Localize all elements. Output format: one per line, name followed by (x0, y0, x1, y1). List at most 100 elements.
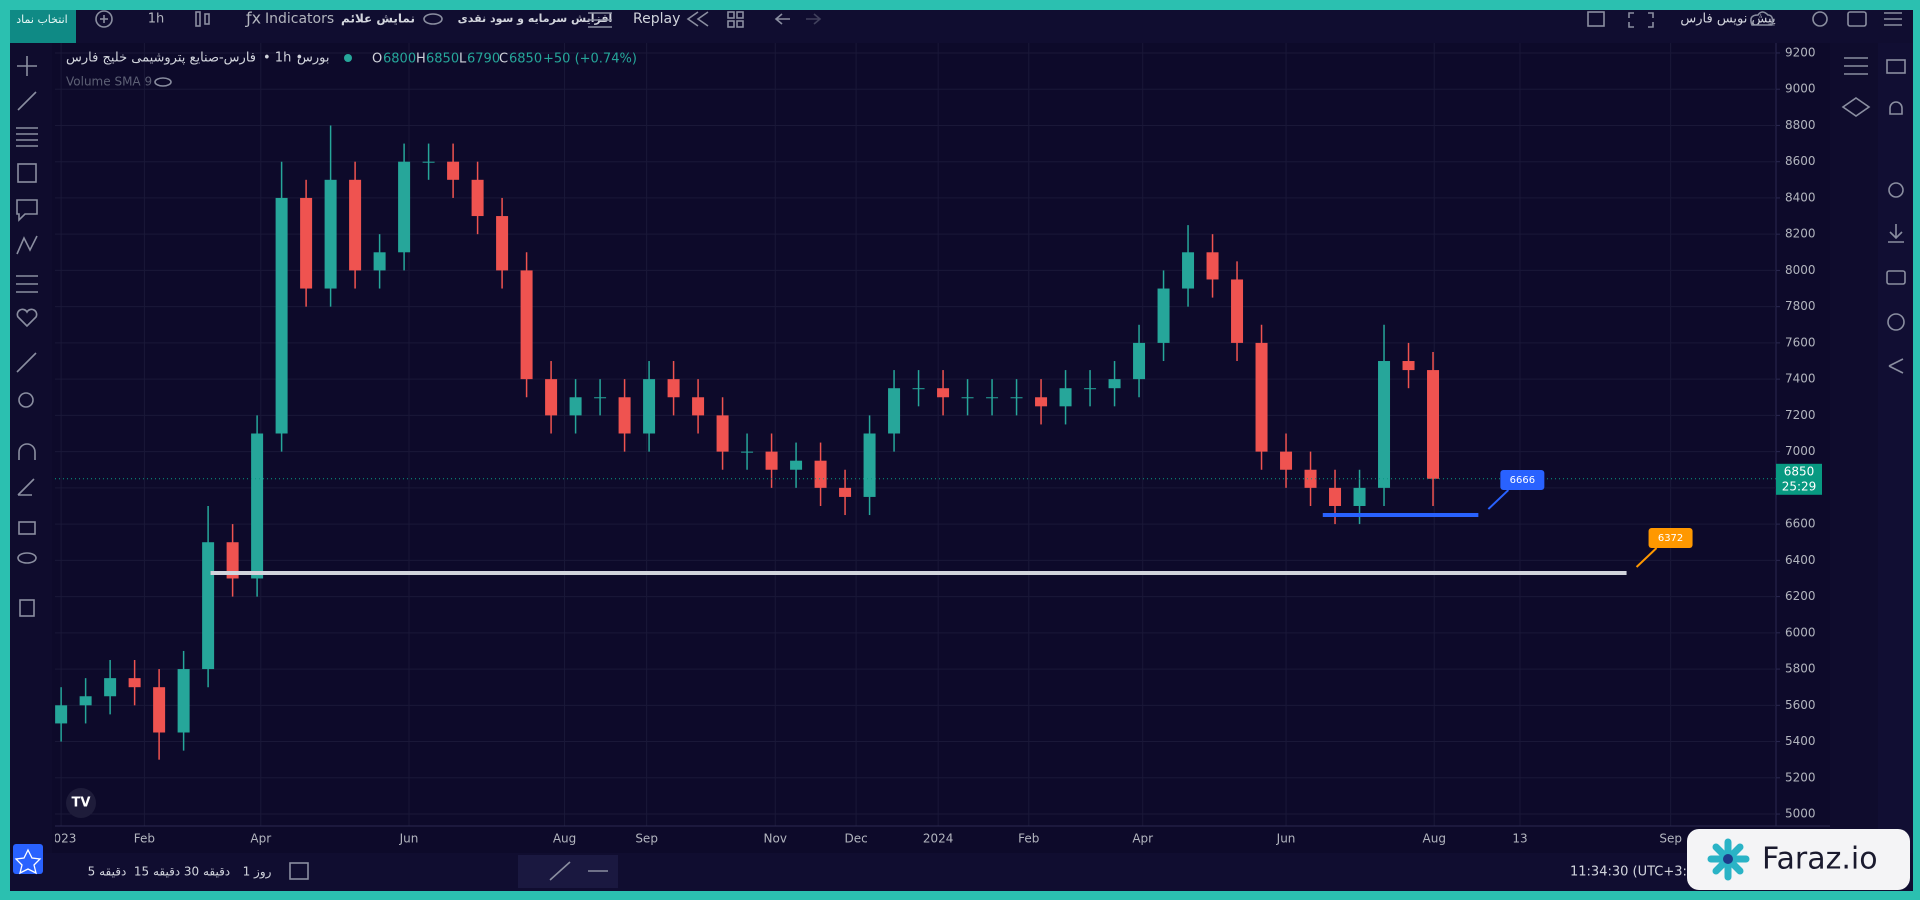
watermark-text: Faraz.io (1762, 842, 1878, 877)
card-icon[interactable] (1886, 270, 1906, 285)
prediction-tool[interactable] (16, 275, 38, 293)
range-button[interactable]: 30 دقیقه (184, 865, 230, 879)
market-status-dot (344, 54, 352, 62)
replay-button[interactable]: Replay (633, 11, 680, 27)
trendline-tool[interactable] (17, 91, 37, 111)
user-icon[interactable] (1887, 313, 1905, 331)
x-tick-label: Apr (1132, 832, 1153, 846)
date-range-icon[interactable] (289, 862, 309, 880)
text-tool[interactable] (16, 199, 38, 222)
x-tick-label: Dec (844, 832, 867, 846)
range-button[interactable]: 5 دقیقه (88, 865, 127, 879)
hide-tool[interactable] (17, 552, 37, 564)
show-signals-button[interactable]: نمایش علائم (341, 12, 415, 26)
candle-body (55, 705, 68, 724)
fx-icon[interactable]: ƒx (244, 9, 261, 28)
candle-body (324, 179, 337, 289)
candle-body (716, 415, 729, 452)
plot-area[interactable] (55, 43, 1776, 826)
shape-tool[interactable] (17, 163, 37, 183)
candle-body (471, 179, 484, 217)
y-tick-label: 9200 (1785, 45, 1816, 59)
favorite-button[interactable] (13, 844, 43, 874)
interval-button[interactable]: 1h (148, 12, 165, 27)
callout-box[interactable] (1500, 470, 1545, 491)
legend-change: +50 (+0.74%) (543, 52, 637, 67)
magnet-tool[interactable] (18, 443, 36, 460)
indicator-hidden-icon[interactable] (154, 77, 172, 87)
y-tick-label: 8600 (1785, 154, 1816, 168)
lock-tool[interactable] (18, 521, 36, 535)
indicators-button[interactable]: Indicators (265, 11, 334, 27)
layout-icon-b (736, 11, 744, 19)
callout-pointer (1635, 547, 1658, 568)
layout-name[interactable]: پیش نویس فارس (1680, 12, 1776, 27)
fib-tool[interactable] (16, 127, 38, 147)
fullscreen-box-icon[interactable] (1587, 11, 1605, 27)
draw-mode-tool[interactable] (17, 478, 35, 496)
y-tick-label: 8000 (1785, 263, 1816, 277)
y-tick-label: 7800 (1785, 299, 1816, 313)
widget-bar (1830, 43, 1878, 853)
candle-body (937, 388, 950, 398)
favorites-tool[interactable] (16, 308, 38, 328)
callout-label: 6372 (1658, 533, 1683, 544)
zoom-tool[interactable] (18, 392, 34, 408)
settings-icon[interactable] (1812, 11, 1828, 27)
redo-icon[interactable] (806, 13, 822, 25)
watermark-badge (1687, 829, 1910, 890)
undo-icon[interactable] (774, 13, 790, 25)
share-icon[interactable] (1888, 358, 1904, 374)
symbol-search-button[interactable] (10, 10, 76, 43)
maximize-icon[interactable] (1628, 12, 1654, 28)
legend-symbol: فارس-صنایع پتروشیمی خلیج فارس (66, 51, 256, 66)
crosshair-tool[interactable] (17, 56, 37, 76)
quick-draw-icons[interactable] (549, 861, 608, 881)
x-tick-label: 2024 (923, 832, 954, 846)
x-tick-label: Jun (399, 832, 419, 846)
snapshot-icon[interactable] (1847, 11, 1867, 27)
ruler-tool[interactable] (16, 352, 37, 373)
legend-high-label: H (416, 52, 426, 67)
bottom-toolbar (10, 853, 1913, 891)
tv-logo-text: TV (72, 796, 91, 811)
download-icon[interactable] (1888, 224, 1904, 243)
candle-body (496, 216, 509, 271)
callout-box[interactable] (1648, 528, 1693, 549)
gear-icon[interactable] (1888, 182, 1904, 198)
candle-body (839, 487, 852, 497)
range-button[interactable]: 1 روز (243, 865, 272, 880)
y-tick-label: 5800 (1785, 662, 1816, 676)
replay-icon[interactable] (686, 11, 709, 27)
eye-icon[interactable] (423, 13, 443, 25)
last-price-box (1776, 463, 1822, 495)
pattern-tool[interactable] (16, 235, 38, 255)
layers-icon[interactable] (1841, 97, 1871, 117)
symbol-search-label[interactable]: انتخاب نماد (16, 13, 67, 26)
capital-increase-button[interactable]: افزایش سرمایه و سود نقدی (458, 12, 613, 25)
watchlist-icon[interactable] (1844, 57, 1868, 75)
candle-body (104, 678, 117, 697)
candle-body (912, 388, 925, 390)
legend-low: 6790 (467, 52, 500, 67)
y-tick-label: 5200 (1785, 770, 1816, 784)
bell-icon[interactable] (1889, 101, 1903, 115)
range-button[interactable]: 15 دقیقه (134, 865, 180, 879)
candle-body (300, 197, 313, 289)
indicator-legend[interactable]: Volume SMA 9 (66, 75, 152, 89)
right-sidebar (1878, 43, 1913, 891)
last-price-label: 6850 (1784, 464, 1815, 478)
callout-pointer (1487, 489, 1510, 510)
chart-type-icon[interactable] (195, 11, 201, 27)
price-axis: 5000520054005600580060006200640066006800… (1776, 45, 1822, 821)
clock: 11:34:30 (UTC+3:30) (1570, 865, 1709, 880)
monitor-icon[interactable] (1886, 59, 1906, 74)
delete-tool[interactable] (19, 599, 35, 617)
candle-body (594, 397, 607, 399)
y-tick-label: 6200 (1785, 589, 1816, 603)
candle-body (814, 460, 827, 488)
candle-body (1402, 361, 1415, 371)
y-tick-label: 5000 (1785, 807, 1816, 821)
layout-icon[interactable] (727, 11, 735, 19)
add-symbol-icon[interactable] (95, 10, 113, 28)
